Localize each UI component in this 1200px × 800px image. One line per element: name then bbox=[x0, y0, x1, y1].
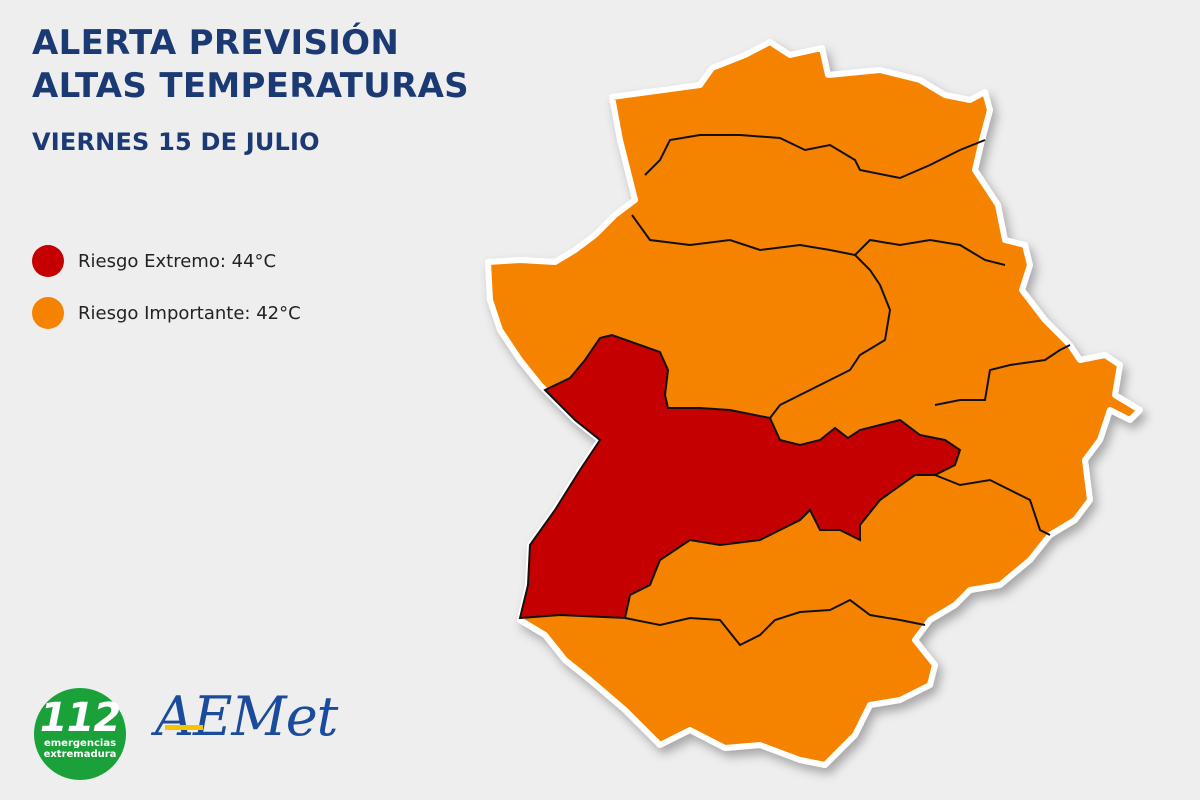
border-south bbox=[624, 598, 926, 647]
legend: Riesgo Extremo: 44°C Riesgo Importante: … bbox=[32, 244, 301, 348]
important-dot-icon bbox=[32, 297, 64, 329]
border-east bbox=[934, 344, 1071, 406]
border-north-central bbox=[631, 214, 1006, 266]
border-north bbox=[644, 134, 986, 180]
page-title: ALERTA PREVISIÓN ALTAS TEMPERATURAS bbox=[32, 22, 469, 108]
aemet-yellow-bar bbox=[165, 725, 203, 730]
extreme-dot-icon bbox=[32, 245, 64, 277]
legend-item-important: Riesgo Importante: 42°C bbox=[32, 296, 301, 330]
aemet-logo: AEMet bbox=[155, 685, 338, 748]
logo-112-line1: emergencias bbox=[43, 738, 117, 749]
emergencias-112-logo: 112 emergencias extremadura bbox=[34, 688, 126, 780]
date-label: VIERNES 15 DE JULIO bbox=[32, 128, 320, 156]
title-line-1: ALERTA PREVISIÓN bbox=[32, 23, 400, 63]
border-east-south bbox=[934, 474, 1051, 536]
legend-label-extreme: Riesgo Extremo: 44°C bbox=[78, 250, 277, 272]
legend-label-important: Riesgo Importante: 42°C bbox=[78, 302, 301, 324]
title-line-2: ALTAS TEMPERATURAS bbox=[32, 66, 469, 106]
logo-112-line2: extremadura bbox=[43, 749, 117, 760]
map-borders bbox=[624, 134, 1071, 647]
legend-item-extreme: Riesgo Extremo: 44°C bbox=[32, 244, 301, 278]
aemet-logo-text: AEMet bbox=[155, 685, 338, 748]
border-center bbox=[769, 254, 892, 419]
map-zone-extreme bbox=[518, 333, 962, 620]
logo-112-number: 112 bbox=[39, 695, 122, 741]
